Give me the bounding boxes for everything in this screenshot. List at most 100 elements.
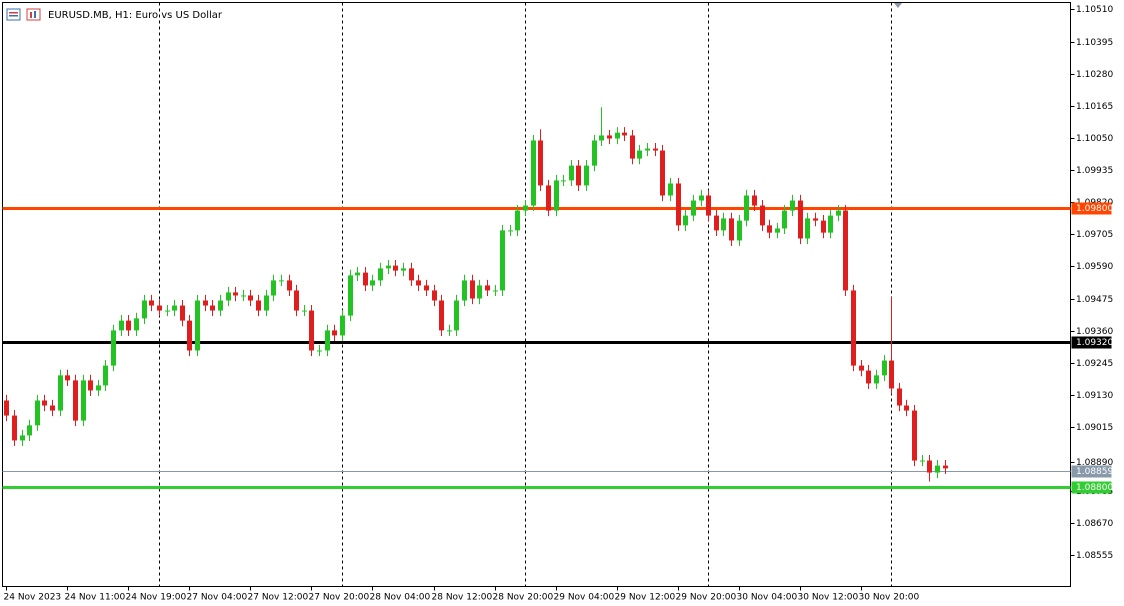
candle-body <box>767 225 772 233</box>
candle-body <box>485 285 490 291</box>
candle-body <box>50 405 55 411</box>
candle-body <box>813 218 818 221</box>
candle-body <box>508 230 513 232</box>
candle-body <box>325 330 330 351</box>
candle-body <box>248 295 253 301</box>
candle-body <box>737 220 742 241</box>
candle-body <box>233 292 238 296</box>
candle-body <box>348 275 353 316</box>
candle-body <box>561 180 566 182</box>
candle-body <box>607 135 612 139</box>
candle-body <box>470 280 475 299</box>
candle-body <box>531 140 536 206</box>
plot-frame <box>2 2 1071 587</box>
x-tick-label: 29 Nov 12:00 <box>615 593 676 603</box>
candle-body <box>416 280 421 286</box>
y-tick-label: 1.09590 <box>1076 262 1113 272</box>
candle-body <box>889 360 894 389</box>
candle-body <box>439 300 444 331</box>
candle-body <box>88 380 93 391</box>
candle-body <box>401 268 406 271</box>
y-tick-label: 1.08555 <box>1076 551 1113 561</box>
current-price-line-tag-bg <box>1071 465 1112 478</box>
icon-window[interactable] <box>6 8 21 21</box>
y-tick-label: 1.09935 <box>1076 166 1113 176</box>
candle-body <box>866 370 871 384</box>
candle-body <box>271 280 276 296</box>
candle-body <box>836 210 841 216</box>
candle-body <box>73 380 78 421</box>
current-price-line-tag: 1.08859 <box>1076 467 1113 477</box>
icon-part <box>30 12 32 18</box>
x-tick-label: 28 Nov 20:00 <box>493 593 554 603</box>
level-line-tag-bg <box>1071 202 1112 215</box>
candle-body <box>569 165 574 181</box>
candle-body <box>35 400 40 426</box>
y-tick-label: 1.10050 <box>1076 134 1113 144</box>
candle-body <box>668 183 673 196</box>
level-line-tag-bg <box>1071 481 1112 494</box>
candle-body <box>363 272 368 286</box>
icon-part <box>9 12 18 14</box>
candle-body <box>409 268 414 281</box>
candle-body <box>622 132 627 136</box>
icon-chart[interactable] <box>26 8 41 21</box>
x-tick-label: 30 Nov 04:00 <box>737 593 798 603</box>
candle-body <box>576 165 581 186</box>
x-tick-label: 24 Nov 19:00 <box>126 593 187 603</box>
x-tick-label: 27 Nov 12:00 <box>248 593 309 603</box>
x-tick-label: 30 Nov 12:00 <box>798 593 859 603</box>
level-line-tag-bg <box>1071 336 1112 349</box>
candle-body <box>309 310 314 351</box>
candle-body <box>210 305 215 311</box>
candle-body <box>386 265 391 269</box>
candle-body <box>393 265 398 271</box>
candle-body <box>782 210 787 229</box>
y-tick-label: 1.10280 <box>1076 70 1113 80</box>
y-tick-label: 1.09130 <box>1076 391 1113 401</box>
candle-body <box>180 305 185 321</box>
candle-body <box>454 300 459 331</box>
candle-body <box>340 315 345 336</box>
candle-body <box>653 148 658 151</box>
candle-body <box>912 410 917 461</box>
shift-marker[interactable] <box>894 3 902 8</box>
y-tick-label: 1.09475 <box>1076 295 1113 305</box>
candle-body <box>584 165 589 186</box>
y-tick-label: 1.10395 <box>1076 38 1113 48</box>
candle-body <box>142 300 147 319</box>
candle-body <box>187 320 192 351</box>
candle-body <box>752 195 757 206</box>
candle-body <box>904 405 909 411</box>
candle-body <box>599 135 604 141</box>
candle-body <box>615 132 620 139</box>
candle-body <box>760 205 765 226</box>
candle-body <box>859 365 864 371</box>
candle-body <box>920 460 925 462</box>
x-tick-label: 24 Nov 11:00 <box>65 593 126 603</box>
candle-body <box>432 290 437 301</box>
candle-body <box>65 375 70 381</box>
candle-body <box>821 220 826 233</box>
candle-body <box>660 150 665 196</box>
candle-body <box>714 215 719 231</box>
y-tick-label: 1.09245 <box>1076 359 1113 369</box>
candle-body <box>775 228 780 233</box>
candle-body <box>554 180 559 211</box>
candle-body <box>828 215 833 233</box>
candle-body <box>683 215 688 226</box>
candle-body <box>538 140 543 186</box>
x-tick-label: 29 Nov 20:00 <box>676 593 737 603</box>
candle-body <box>676 183 681 226</box>
candle-body <box>798 200 803 239</box>
candle-body <box>96 385 101 391</box>
candle-body <box>424 285 429 291</box>
x-tick-label: 29 Nov 04:00 <box>554 593 615 603</box>
x-tick-label: 24 Nov 2023 <box>4 593 62 603</box>
level-line-tag: 1.08800 <box>1076 483 1113 493</box>
candle-body <box>447 330 452 332</box>
candle-body <box>241 295 246 297</box>
candle-body <box>12 415 17 441</box>
